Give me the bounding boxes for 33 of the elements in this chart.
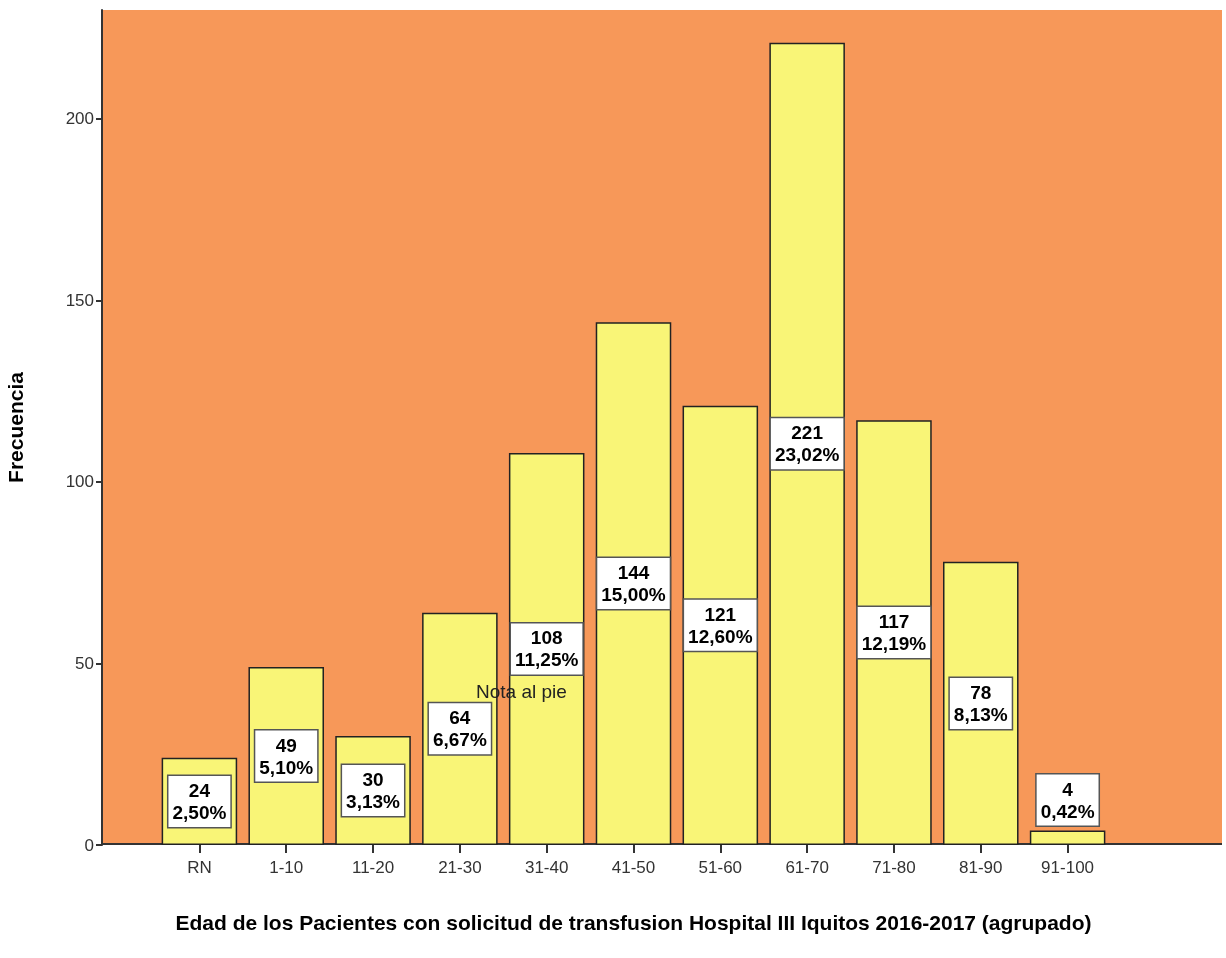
bar: [682, 405, 759, 845]
data-label: 117 12,19%: [861, 611, 927, 655]
data-label: 221 23,02%: [774, 422, 840, 466]
y-tick-label: 100: [65, 472, 94, 492]
y-tick-label: 0: [84, 835, 94, 855]
x-tick-label: 91-100: [1041, 858, 1095, 877]
data-label: 64 6,67%: [432, 707, 487, 751]
x-tick-label: 31-40: [524, 858, 569, 877]
bar: [769, 42, 845, 845]
x-tick-label: 11-20: [351, 858, 395, 877]
bar: [1029, 830, 1106, 845]
data-label: 144 15,00%: [601, 562, 666, 606]
y-tick-label: 50: [75, 653, 94, 673]
data-label: 49 5,10%: [259, 734, 314, 778]
x-tick-label: 61-70: [785, 858, 829, 877]
y-tick-label: 150: [65, 290, 94, 310]
x-tick-label: 81-90: [959, 858, 1003, 877]
x-tick-label: 1-10: [269, 858, 304, 877]
x-tick-label: 21-30: [438, 858, 482, 877]
x-tick-label: 51-60: [698, 858, 743, 877]
data-label: 4 0,42%: [1040, 778, 1095, 822]
bar: [595, 322, 672, 845]
data-label: 121 12,60%: [688, 603, 753, 647]
data-label: 24 2,50%: [172, 779, 227, 823]
data-label: 78 8,13%: [953, 681, 1008, 725]
x-tick-label: RN: [187, 858, 212, 877]
data-label: 30 3,13%: [346, 769, 401, 813]
y-axis-title: Frecuencia: [4, 371, 27, 483]
x-tick-label: 41-50: [611, 858, 656, 877]
y-tick-label: 200: [65, 109, 94, 129]
x-tick-label: 71-80: [872, 858, 916, 877]
data-label: 108 11,25%: [514, 627, 579, 671]
x-axis-title: Edad de los Pacientes con solicitud de transfusion Hospital III Iquitos 2016-2017 (agrupado): [175, 910, 1092, 934]
